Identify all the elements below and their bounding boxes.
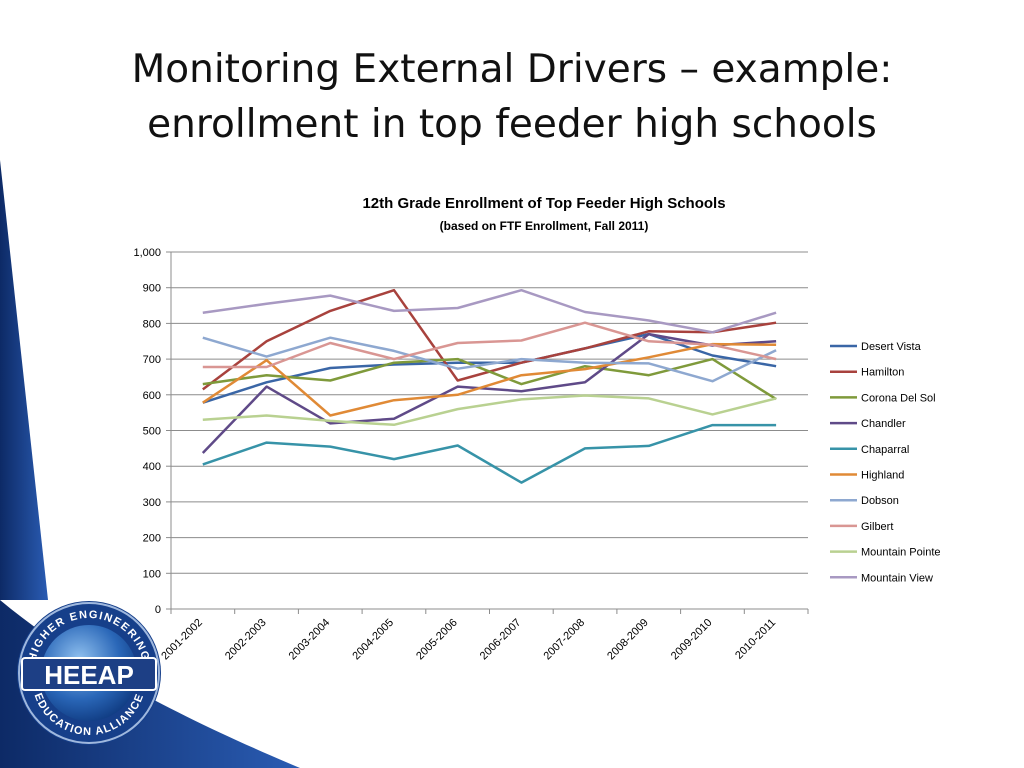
legend-label: Desert Vista xyxy=(861,341,922,353)
chart-title: 12th Grade Enrollment of Top Feeder High… xyxy=(362,195,725,212)
legend-label: Chaparral xyxy=(861,444,909,456)
x-tick-label: 2005-2006 xyxy=(414,617,460,663)
left-blue-band xyxy=(0,160,48,600)
y-tick-label: 400 xyxy=(143,461,161,473)
heeap-logo: HIGHER ENGINEERING EDUCATION ALLIANCE HE… xyxy=(17,601,161,745)
slide-title-line-1: Monitoring External Drivers – example: xyxy=(131,47,893,92)
series-line-dobson xyxy=(202,336,777,383)
series-line-gilbert xyxy=(202,321,777,369)
series-line-chandler xyxy=(201,332,777,454)
x-tick-label: 2001-2002 xyxy=(159,617,205,663)
x-tick-label: 2002-2003 xyxy=(223,617,269,663)
y-axis: 0 100 200 300 400 500 600 700 800 900 1,000 xyxy=(133,247,172,616)
logo-text: HEEAP xyxy=(44,660,134,690)
legend: Desert Vista Hamilton Corona Del Sol Chandl… xyxy=(830,341,941,584)
legend-label: Corona Del Sol xyxy=(861,392,936,404)
slide-title-line-2: enrollment in top feeder high schools xyxy=(147,102,877,147)
y-tick-label: 200 xyxy=(143,533,161,545)
series-lines xyxy=(201,288,777,484)
series-line-mountain-pointe xyxy=(202,394,777,427)
slide-title: Monitoring External Drivers – example: e… xyxy=(0,42,1024,152)
series-line-corona-del-sol xyxy=(202,357,777,401)
x-tick-label: 2009-2010 xyxy=(669,617,715,663)
legend-label: Mountain View xyxy=(861,572,933,584)
y-tick-label: 0 xyxy=(155,604,161,616)
legend-label: Mountain Pointe xyxy=(861,547,941,559)
y-tick-label: 800 xyxy=(143,318,161,330)
y-tick-label: 1,000 xyxy=(133,247,161,259)
x-axis: 2001-2002 2002-2003 2003-2004 2004-2005 2005… xyxy=(159,609,809,663)
y-tick-label: 900 xyxy=(143,283,161,295)
x-tick-label: 2003-2004 xyxy=(287,617,333,663)
legend-label: Hamilton xyxy=(861,367,904,379)
x-tick-label: 2010-2011 xyxy=(733,617,778,662)
legend-label: Chandler xyxy=(861,418,906,430)
legend-label: Gilbert xyxy=(861,521,893,533)
y-tick-label: 600 xyxy=(143,390,161,402)
series-line-highland xyxy=(202,342,777,417)
x-tick-label: 2004-2005 xyxy=(350,617,396,663)
legend-label: Highland xyxy=(861,470,904,482)
legend-label: Dobson xyxy=(861,495,899,507)
chart-subtitle: (based on FTF Enrollment, Fall 2011) xyxy=(440,219,649,233)
x-tick-label: 2008-2009 xyxy=(605,617,651,663)
y-tick-label: 100 xyxy=(143,568,161,580)
x-tick-label: 2006-2007 xyxy=(478,617,524,663)
y-tick-label: 300 xyxy=(143,497,161,509)
y-tick-label: 700 xyxy=(143,354,161,366)
series-line-mountain-view xyxy=(202,288,777,334)
x-tick-label: 2007-2008 xyxy=(541,617,587,663)
y-tick-label: 500 xyxy=(143,426,161,438)
series-line-chaparral xyxy=(202,423,777,484)
grid-lines xyxy=(171,251,808,610)
